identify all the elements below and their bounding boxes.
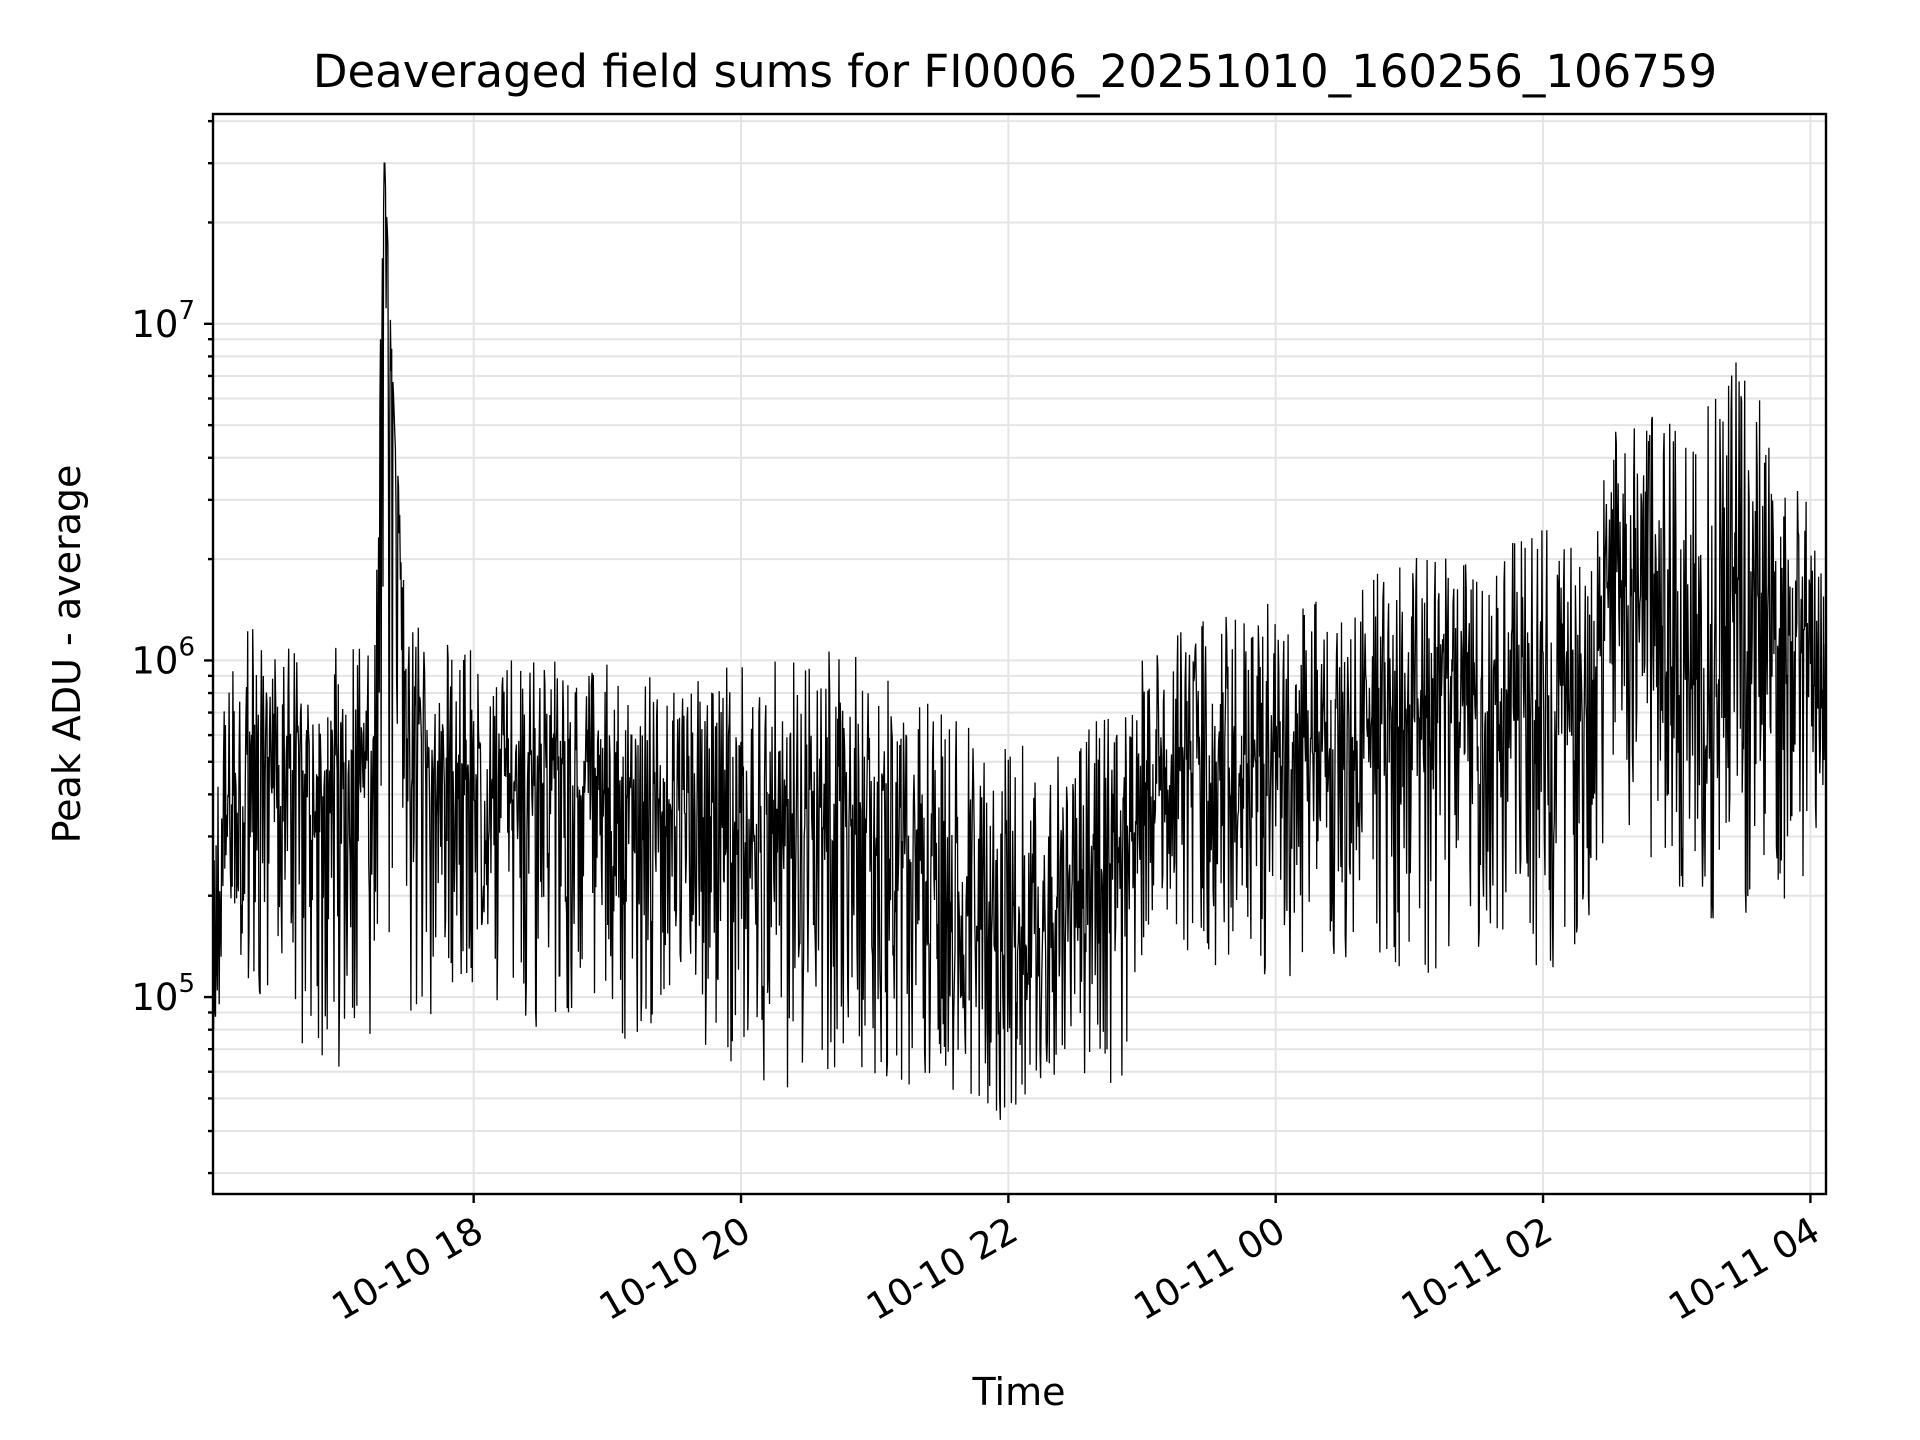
y-tick-label: 105 [131, 969, 195, 1019]
chart-title: Deaveraged field sums for FI0006_2025101… [313, 45, 1717, 98]
series-layer [212, 162, 1827, 1120]
y-axis-label: Peak ADU - average [45, 465, 89, 844]
y-tick-label: 107 [131, 296, 195, 346]
series-line [212, 162, 1827, 1120]
plot-area-frame [211, 112, 1828, 1196]
x-axis-label: Time [972, 1370, 1066, 1414]
y-tick-label: 106 [131, 632, 195, 682]
